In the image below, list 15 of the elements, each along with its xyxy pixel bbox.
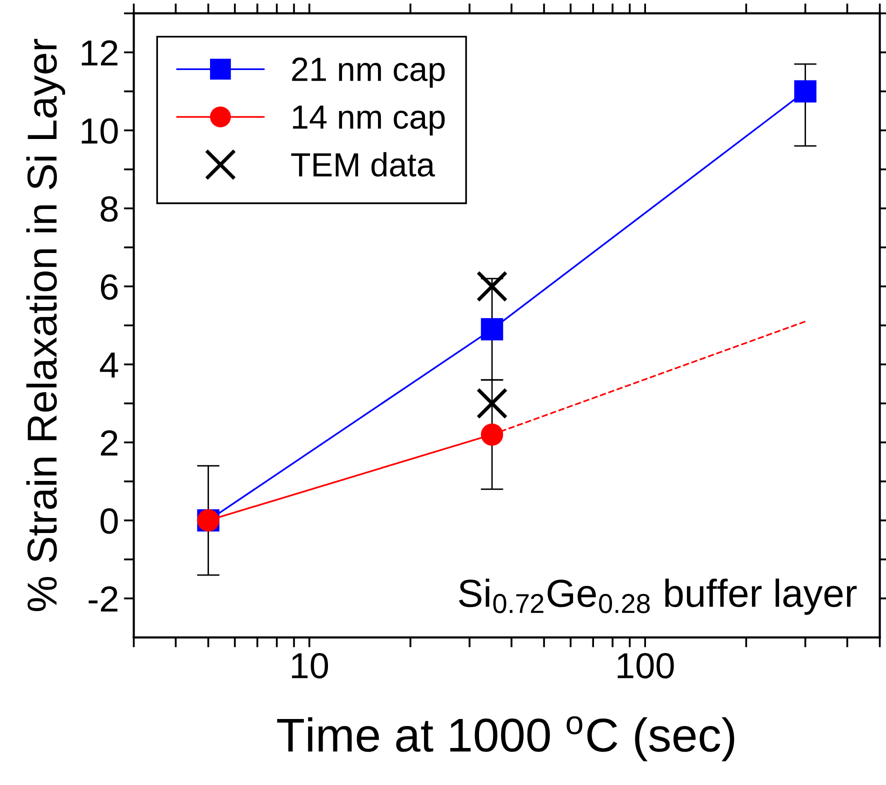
x-tick-label: 100 xyxy=(618,652,674,679)
y-tick-label: -2 xyxy=(88,586,118,612)
y-tick-label: 10 xyxy=(82,118,118,144)
y-tick-label: 8 xyxy=(100,196,118,222)
annotation: Si$_{0.72}$Ge$_{0.28}$ buffer layer xyxy=(459,578,857,615)
legend-label: TEM data xyxy=(291,152,435,177)
y-tick-label: 4 xyxy=(100,352,118,378)
y-axis-title: % Strain Relaxation in Si Layer xyxy=(26,38,66,612)
y-tick-label: 6 xyxy=(100,274,118,300)
legend-label: 21 nm cap xyxy=(292,58,445,88)
x-axis-title: Time at 1000 $^{o}$C (sec) xyxy=(277,716,734,762)
y-tick-label: 0 xyxy=(100,508,118,534)
y-tick-label: 2 xyxy=(100,430,118,456)
legend-label: 14 nm cap xyxy=(292,106,445,136)
y-tick-label: 12 xyxy=(82,40,118,66)
